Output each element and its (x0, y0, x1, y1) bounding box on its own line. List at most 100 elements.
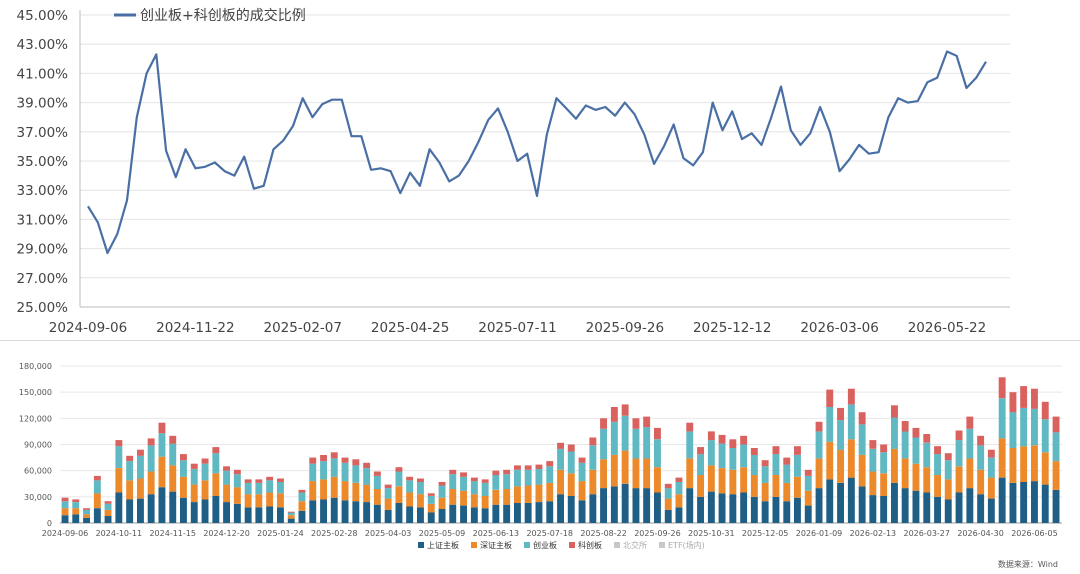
bar-segment (783, 457, 791, 465)
bar-segment (363, 502, 371, 523)
line-y-tick-label: 37.00% (17, 125, 69, 141)
bar-segment (212, 473, 220, 496)
bar-segment (610, 455, 618, 487)
bar-segment (158, 433, 166, 457)
bar-segment (578, 457, 586, 463)
bar-segment (815, 421, 823, 432)
line-series-path (87, 50, 987, 255)
bar-segment (406, 492, 414, 507)
bar-segment (740, 467, 748, 493)
bar-segment (72, 514, 80, 523)
bar-segment (298, 501, 306, 511)
bar-segment (955, 440, 963, 467)
bar-segment (740, 492, 748, 523)
bar-segment (858, 424, 866, 455)
bar-segment (847, 439, 855, 478)
bar-segment (654, 492, 661, 523)
bar-segment (470, 507, 478, 523)
bar-segment (589, 437, 597, 446)
bar-segment (535, 502, 543, 523)
bar-segment (1020, 446, 1028, 482)
bar-segment (740, 435, 748, 445)
bar-segment (783, 482, 791, 502)
bar-segment (847, 404, 855, 440)
bar-segment (826, 407, 834, 442)
bar-segment (891, 482, 898, 523)
bar-x-tick-label: 2025-12-05 (742, 529, 789, 538)
bar-segment (83, 509, 90, 515)
bar-segment (406, 476, 414, 481)
bar-segment (977, 445, 985, 470)
bar-segment (923, 434, 931, 443)
bar-segment (277, 478, 284, 482)
bar-segment (158, 487, 166, 523)
source-note: 数据来源：Wind (997, 560, 1058, 569)
bar-segment (180, 454, 187, 461)
bar-segment (912, 427, 920, 438)
bar-segment (632, 458, 640, 489)
bar-segment (718, 493, 726, 523)
bar-segment (137, 455, 144, 479)
bar-segment (244, 482, 252, 495)
bar-segment (137, 498, 144, 523)
line-x-tick-label: 2025-02-07 (264, 320, 342, 336)
bar-segment (190, 502, 198, 523)
bar-segment (137, 478, 144, 499)
bar-segment (449, 469, 457, 475)
bar-segment (492, 470, 500, 476)
bar-segment (83, 514, 90, 518)
bar-segment (794, 476, 801, 498)
bar-segment (718, 443, 726, 468)
bar-segment (912, 437, 920, 464)
bar-segment (514, 486, 521, 503)
bar-segment (438, 509, 446, 523)
bar-segment (891, 448, 898, 483)
bar-segment (901, 458, 909, 489)
bar-segment (966, 488, 974, 523)
bar-segment (320, 479, 327, 500)
bar-segment (460, 490, 467, 506)
bar-segment (72, 499, 80, 502)
bar-segment (621, 415, 629, 451)
bar-segment (675, 494, 683, 508)
bar-segment (966, 458, 974, 489)
bar-segment (675, 477, 683, 482)
bar-segment (632, 488, 640, 523)
bar-segment (104, 516, 112, 523)
bar-segment (998, 438, 1006, 478)
bar-segment (126, 499, 134, 523)
bar-segment (966, 428, 974, 459)
bar-segment (880, 473, 888, 496)
bar-segment (169, 465, 177, 492)
bar-chart-y-axis: 0 30,000 60,000 90,000 120,000 150,000 180,000 (19, 362, 52, 528)
line-x-tick-label: 2024-09-06 (49, 320, 127, 336)
bar-segment (169, 443, 177, 466)
bar-segment (287, 511, 295, 513)
bar-segment (1020, 482, 1028, 523)
line-x-tick-label: 2025-09-26 (586, 320, 664, 336)
line-chart-gridlines (79, 10, 1010, 308)
bar-legend-swatch (471, 542, 477, 548)
bar-x-tick-label: 2024-12-20 (203, 529, 250, 538)
bar-segment (147, 445, 155, 472)
bar-segment (363, 468, 371, 485)
bar-segment (1041, 419, 1049, 453)
bar-segment (320, 499, 327, 523)
bar-x-tick-label: 2026-01-09 (796, 529, 843, 538)
bar-segment (244, 494, 252, 508)
bar-segment (180, 476, 187, 498)
bar-segment (912, 490, 920, 523)
bar-segment (901, 488, 909, 523)
bar-segment (567, 473, 575, 496)
bar-legend-swatch (569, 542, 575, 548)
bar-segment (481, 479, 489, 483)
bar-segment (384, 488, 392, 499)
bar-segment (1052, 416, 1060, 433)
bar-segment (417, 482, 424, 495)
bar-segment (1031, 388, 1038, 409)
bar-segment (212, 453, 220, 474)
line-x-tick-label: 2024-11-22 (156, 320, 234, 336)
bar-segment (352, 465, 360, 483)
bar-segment (589, 445, 597, 470)
bar-legend-swatch (418, 542, 424, 548)
